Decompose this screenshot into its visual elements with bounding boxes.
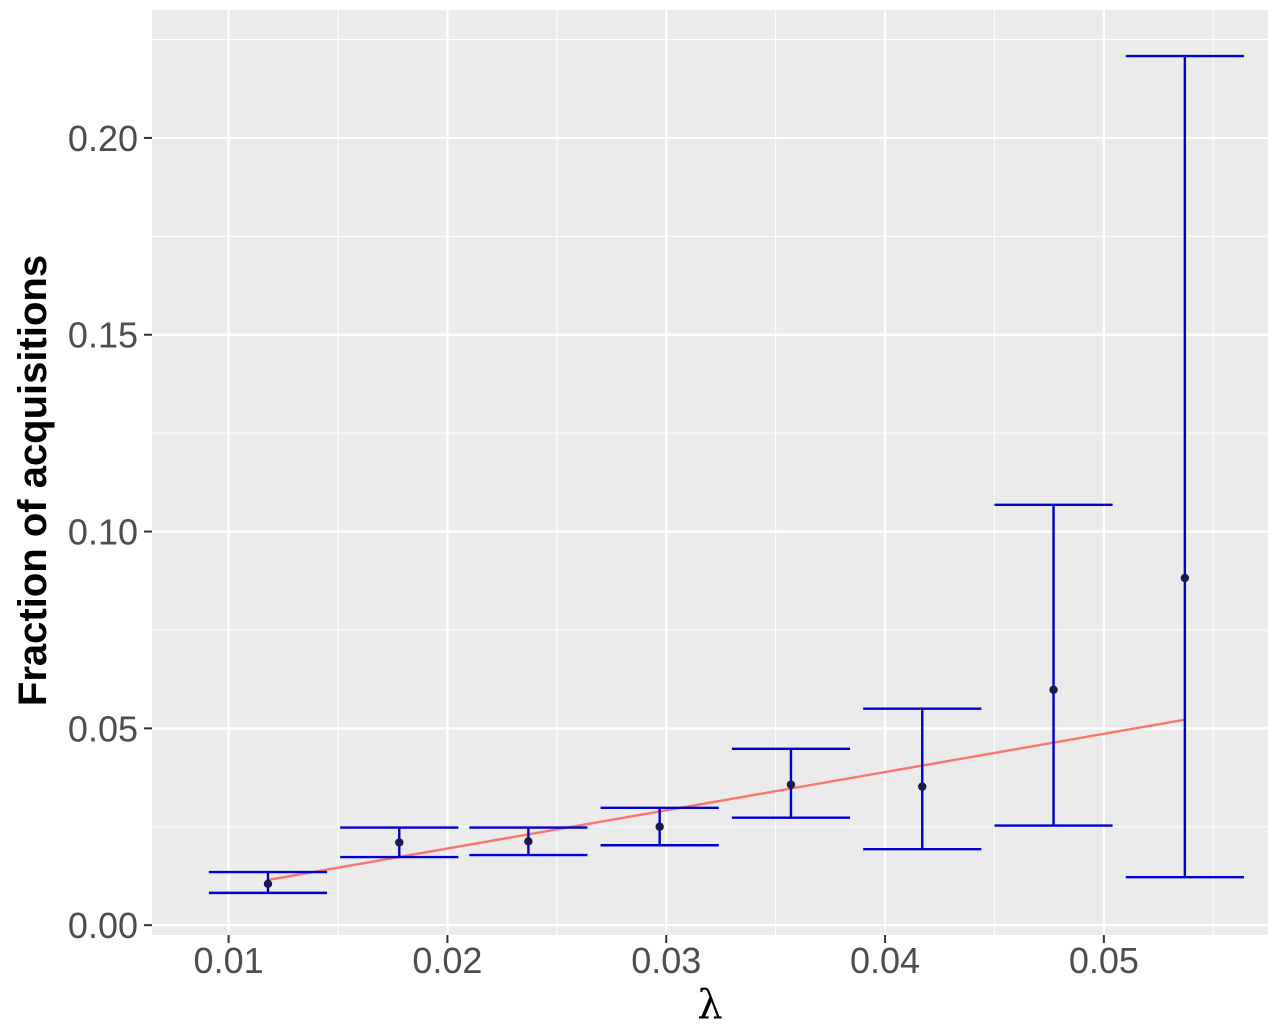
y-axis-title: Fraction of acquisitions — [11, 255, 55, 706]
data-point — [263, 879, 273, 889]
fit-line-group — [267, 718, 1186, 882]
data-point — [655, 822, 664, 831]
x-tick-label: 0.03 — [631, 940, 701, 981]
x-tick-label: 0.02 — [412, 940, 482, 981]
plot-panel — [152, 10, 1268, 935]
data-point — [786, 780, 796, 789]
fit-line — [267, 718, 1186, 882]
x-tick-label: 0.01 — [194, 940, 264, 981]
data-point — [524, 837, 533, 846]
y-tick-label: 0.05 — [68, 708, 138, 749]
points-group — [263, 573, 1190, 889]
data-point — [1180, 573, 1190, 583]
x-axis-title: λ — [697, 982, 722, 1028]
y-axis-ticks: 0.00 0.05 0.10 0.15 0.20 — [68, 118, 152, 946]
x-tick-label: 0.04 — [850, 940, 920, 981]
grid-major — [152, 10, 1268, 935]
errorbars-group — [208, 54, 1244, 895]
y-tick-label: 0.10 — [68, 512, 138, 553]
x-tick-label: 0.05 — [1069, 940, 1139, 981]
data-point — [1049, 685, 1058, 694]
x-axis-ticks: 0.01 0.02 0.03 0.04 0.05 — [194, 935, 1139, 981]
y-tick-label: 0.20 — [68, 118, 138, 159]
grid-minor — [152, 10, 1268, 935]
data-point — [918, 782, 927, 791]
data-point — [395, 838, 404, 847]
y-tick-label: 0.15 — [68, 315, 138, 356]
y-tick-label: 0.00 — [68, 905, 138, 946]
